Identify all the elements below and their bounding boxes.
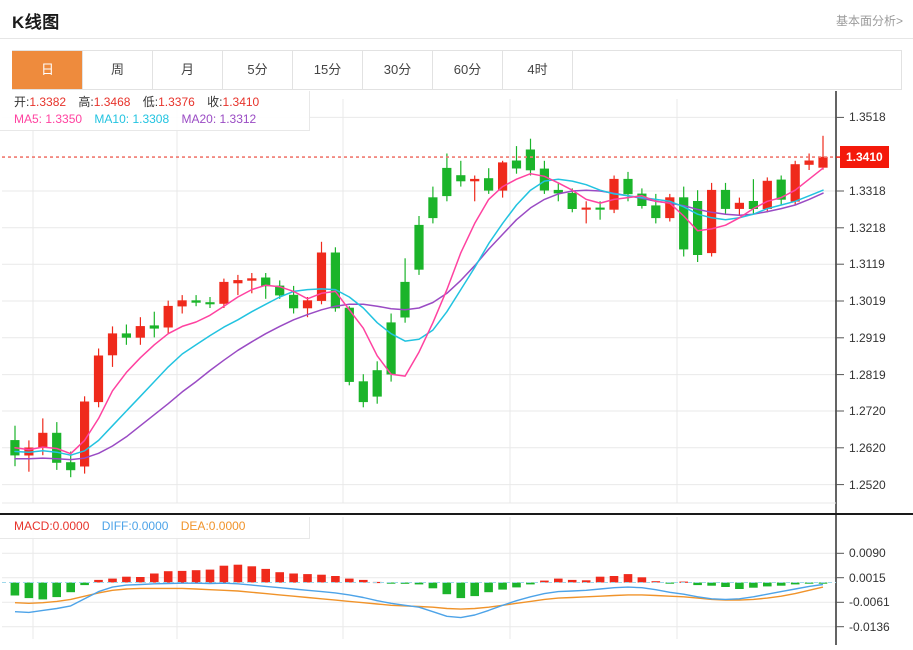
high-label: 高: xyxy=(78,95,94,109)
price-legend: 开:1.3382 高:1.3468 低:1.3376 收:1.3410 MA5:… xyxy=(0,91,310,131)
price-axis-tick-9: 1.2620 xyxy=(849,440,886,455)
price-axis-tick-6: 1.2919 xyxy=(849,330,886,345)
ma10-label: MA10: xyxy=(94,112,130,126)
macd-legend: MACD:0.0000 DIFF:0.0000 DEA:0.0000 xyxy=(0,517,310,539)
tab-1[interactable]: 周 xyxy=(82,51,152,89)
dea-value: 0.0000 xyxy=(208,519,246,533)
tab-7[interactable]: 4时 xyxy=(502,51,572,89)
timeframe-tabbar: 日周月 5分 15分 30分 60分 4时 xyxy=(12,50,902,90)
price-axis-tick-10: 1.2520 xyxy=(849,477,886,492)
chart-area: 开:1.3382 高:1.3468 低:1.3376 收:1.3410 MA5:… xyxy=(0,91,913,645)
price-axis-tick-5: 1.3019 xyxy=(849,294,886,308)
tab-3[interactable]: 5分 xyxy=(222,51,292,89)
page-header: K线图 基本面分析> xyxy=(0,0,913,39)
price-axis-tick-0: 1.3518 xyxy=(849,110,886,125)
price-axis-tick-3: 1.3218 xyxy=(849,220,886,235)
ma5-value: 1.3350 xyxy=(45,112,83,126)
page-title: K线图 xyxy=(12,13,60,32)
tab-0[interactable]: 日 xyxy=(12,51,82,89)
price-axis-tick-2: 1.3318 xyxy=(849,183,886,198)
open-value: 1.3382 xyxy=(29,95,67,109)
ma-row: MA5: 1.3350 MA10: 1.3308 MA20: 1.3312 xyxy=(14,111,309,128)
ma10-value: 1.3308 xyxy=(132,112,170,126)
macd-axis-tick-1: 0.0015 xyxy=(849,570,886,585)
macd-value: 0.0000 xyxy=(52,519,90,533)
macd-label: MACD: xyxy=(14,519,53,533)
tab-6[interactable]: 60分 xyxy=(432,51,502,89)
open-label: 开: xyxy=(14,95,30,109)
ohlc-row: 开:1.3382 高:1.3468 低:1.3376 收:1.3410 xyxy=(14,94,309,111)
price-axis-tick-4: 1.3119 xyxy=(849,257,885,272)
high-value: 1.3468 xyxy=(93,95,131,109)
macd-axis-tick-2: -0.0061 xyxy=(849,595,890,610)
price-chart-panel[interactable]: 开:1.3382 高:1.3468 低:1.3376 收:1.3410 MA5:… xyxy=(0,91,913,513)
macd-axis-tick-0: 0.0090 xyxy=(849,546,886,561)
dea-label: DEA: xyxy=(180,519,209,533)
low-value: 1.3376 xyxy=(158,95,195,109)
price-axis-tick-7: 1.2819 xyxy=(849,367,886,382)
price-chart-svg xyxy=(0,91,913,518)
macd-axis-tick-3: -0.0136 xyxy=(849,619,890,634)
tab-2[interactable]: 月 xyxy=(152,51,222,89)
ma20-value: 1.3312 xyxy=(219,112,257,126)
low-label: 低: xyxy=(142,95,159,109)
close-value: 1.3410 xyxy=(222,95,260,109)
ma20-label: MA20: xyxy=(181,112,217,126)
macd-panel[interactable]: MACD:0.0000 DIFF:0.0000 DEA:0.0000 0.009… xyxy=(0,513,913,645)
tab-4[interactable]: 15分 xyxy=(292,51,362,89)
ma5-label: MA5: xyxy=(14,112,43,126)
diff-label: DIFF: xyxy=(101,519,132,533)
tab-5[interactable]: 30分 xyxy=(362,51,432,89)
tabbar-filler xyxy=(572,51,901,89)
price-axis-tick-8: 1.2720 xyxy=(849,404,886,418)
diff-value: 0.0000 xyxy=(131,519,169,533)
close-label: 收: xyxy=(207,95,223,109)
current-price-badge: 1.3410 xyxy=(840,146,889,169)
fundamental-analysis-link[interactable]: 基本面分析> xyxy=(835,14,903,28)
